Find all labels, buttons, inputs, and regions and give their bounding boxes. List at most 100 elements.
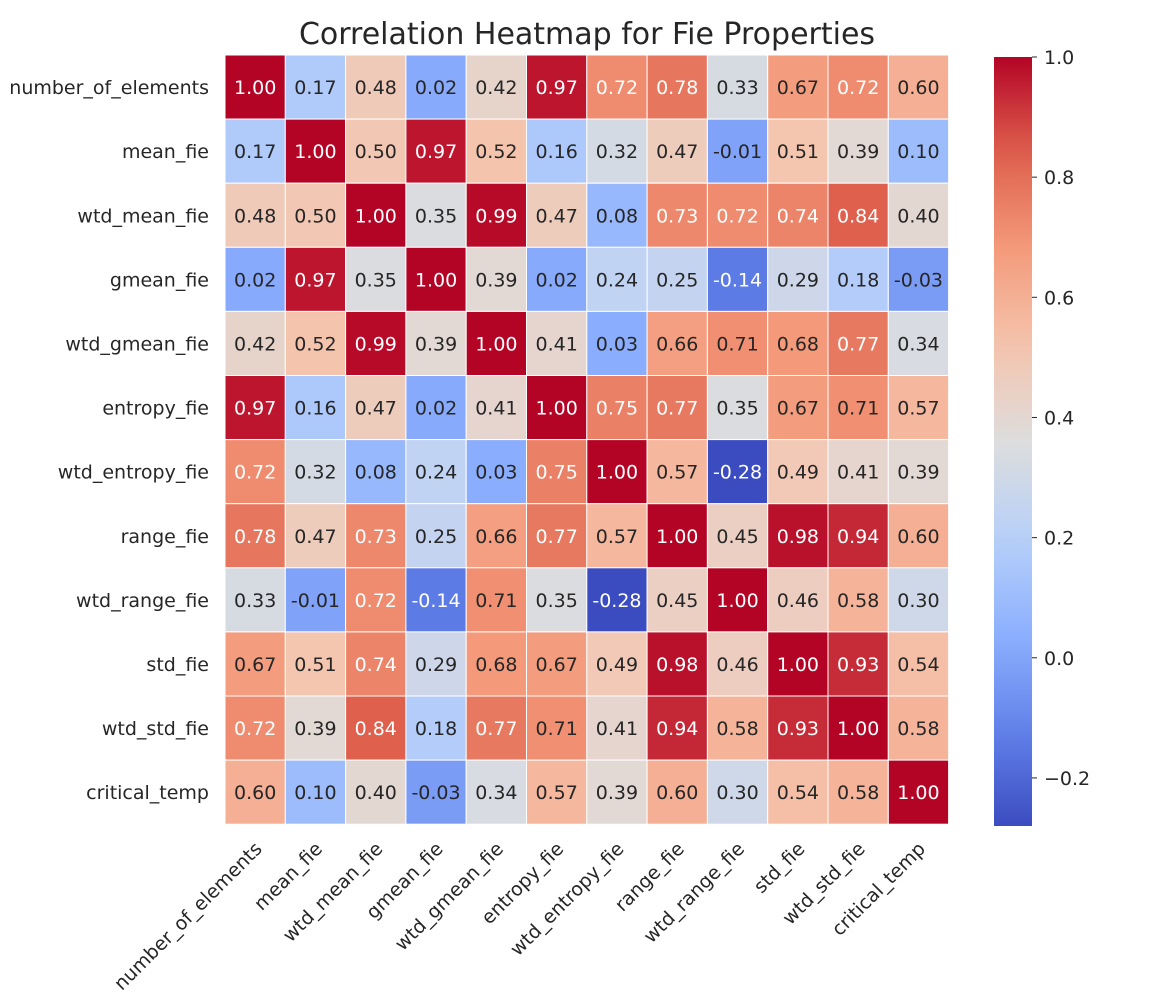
heatmap-cell (586, 439, 648, 505)
cell-value-label: 0.35 (355, 269, 397, 291)
cell-value-label: 0.97 (415, 141, 457, 163)
cell-value-label: 0.93 (837, 654, 879, 676)
cell-value-label: 0.94 (656, 718, 698, 740)
heatmap-cell (284, 439, 347, 505)
cell-value-label: 0.34 (897, 333, 939, 355)
cell-value-label: 0.48 (234, 205, 276, 227)
heatmap-grid: 1.00 0.17 0.48 0.02 0.42 0.97 0.72 0.78 0.33 0.67… (224, 54, 950, 825)
heatmap-cell (526, 54, 588, 120)
heatmap-cell (827, 759, 889, 825)
colorbar: 1.0 0.8 0.6 0.4 0.2 0.0 −0.2 (994, 47, 1090, 826)
heatmap-cell (405, 375, 467, 441)
cell-value-label: 0.77 (475, 718, 517, 740)
chart-title: Correlation Heatmap for Fie Properties (299, 17, 875, 52)
heatmap-cell (586, 375, 648, 441)
cell-value-label: 0.02 (415, 398, 457, 420)
column-label: std_fie (750, 838, 810, 898)
cell-value-label: 0.54 (897, 654, 939, 676)
cell-value-label: 0.66 (475, 526, 517, 548)
heatmap-cell (345, 54, 407, 120)
cell-value-label: 0.97 (535, 77, 577, 99)
cell-value-label: 0.46 (716, 654, 758, 676)
row-label: wtd_entropy_fie (58, 462, 209, 484)
cell-value-label: 0.10 (294, 782, 336, 804)
cell-value-label: 0.50 (294, 205, 336, 227)
cell-value-label: 0.77 (535, 526, 577, 548)
heatmap-cell (586, 310, 648, 376)
heatmap-cell (646, 310, 708, 376)
cell-value-label: 0.47 (294, 526, 336, 548)
cell-value-label: 0.29 (777, 269, 819, 291)
cell-value-label: 0.02 (535, 269, 577, 291)
heatmap-cell (706, 118, 769, 184)
row-label: mean_fie (122, 141, 209, 163)
heatmap-cell (887, 439, 950, 505)
colorbar-tick-label: 0.4 (1044, 407, 1074, 429)
cell-value-label: 0.94 (837, 526, 879, 548)
cell-value-label: 0.97 (234, 398, 276, 420)
heatmap-cell (586, 182, 648, 248)
cell-value-label: 0.97 (294, 269, 336, 291)
heatmap-cell (706, 567, 769, 633)
heatmap-cell (224, 246, 286, 312)
cell-value-label: 1.00 (716, 590, 758, 612)
heatmap-cell (284, 54, 347, 120)
heatmap-cell (405, 695, 467, 761)
cell-value-label: -0.03 (894, 269, 943, 291)
cell-value-label: 0.78 (234, 526, 276, 548)
cell-value-label: 0.39 (837, 141, 879, 163)
cell-value-label: 1.00 (535, 398, 577, 420)
heatmap-cell (767, 246, 829, 312)
cell-value-label: 0.39 (897, 462, 939, 484)
heatmap-cell (827, 631, 889, 697)
cell-value-label: 0.49 (596, 654, 638, 676)
cell-value-label: 0.71 (535, 718, 577, 740)
cell-value-label: 0.67 (234, 654, 276, 676)
heatmap-cell (345, 695, 407, 761)
cell-value-label: 0.08 (355, 462, 397, 484)
heatmap-cell (224, 439, 286, 505)
cell-value-label: 0.10 (897, 141, 939, 163)
cell-value-label: 0.71 (837, 398, 879, 420)
heatmap-cell (586, 118, 648, 184)
cell-value-label: 0.54 (777, 782, 819, 804)
cell-value-label: 0.52 (294, 333, 336, 355)
heatmap-cell (345, 182, 407, 248)
row-label: wtd_gmean_fie (65, 333, 209, 355)
row-label: entropy_fie (102, 398, 209, 420)
heatmap-cell (224, 182, 286, 248)
cell-value-label: 0.35 (716, 398, 758, 420)
heatmap-cell (706, 246, 769, 312)
cell-value-label: 0.75 (596, 398, 638, 420)
cell-value-label: 0.47 (535, 205, 577, 227)
cell-value-label: 0.24 (596, 269, 638, 291)
heatmap-cell (284, 310, 347, 376)
row-label: critical_temp (86, 782, 209, 804)
heatmap-cell (767, 503, 829, 569)
cell-value-label: 0.35 (535, 590, 577, 612)
heatmap-cell (284, 759, 347, 825)
heatmap-cell (224, 695, 286, 761)
cell-value-label: 0.72 (596, 77, 638, 99)
heatmap-cell (646, 695, 708, 761)
cell-value-label: 0.58 (897, 718, 939, 740)
cell-value-label: 0.48 (355, 77, 397, 99)
colorbar-tick-label: 0.0 (1044, 648, 1074, 670)
cell-value-label: 0.72 (234, 718, 276, 740)
cell-value-label: 0.71 (475, 590, 517, 612)
cell-value-label: 0.47 (656, 141, 698, 163)
heatmap-cell (887, 375, 950, 441)
cell-value-label: 0.18 (415, 718, 457, 740)
cell-value-label: 0.60 (897, 77, 939, 99)
heatmap-cell (706, 695, 769, 761)
heatmap-cell (465, 631, 528, 697)
heatmap-cell (887, 118, 950, 184)
row-label: std_fie (146, 654, 209, 676)
heatmap-cell (827, 695, 889, 761)
cell-value-label: 0.41 (837, 462, 879, 484)
colorbar-tick-label: 0.2 (1044, 528, 1074, 550)
row-label: range_fie (121, 526, 209, 548)
cell-value-label: 0.74 (777, 205, 819, 227)
cell-value-label: 0.30 (716, 782, 758, 804)
